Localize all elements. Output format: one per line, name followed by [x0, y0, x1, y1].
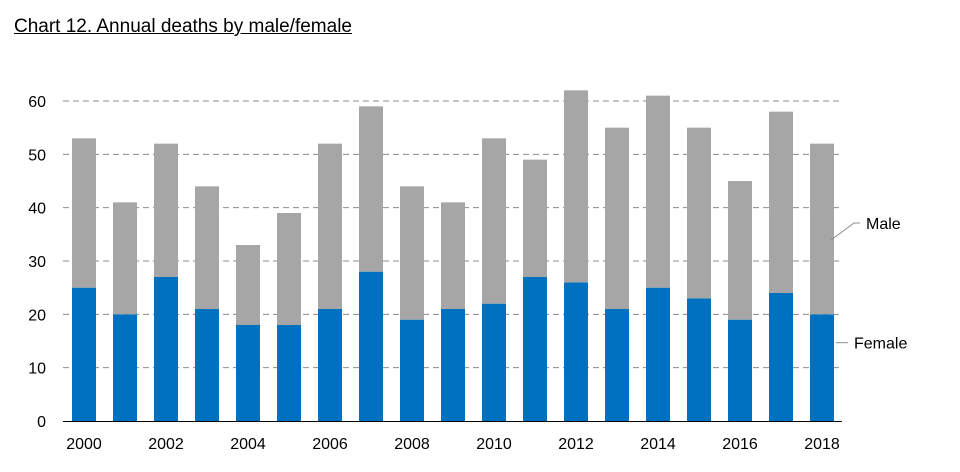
bar-female-2009	[441, 309, 465, 421]
bar-male-2002	[154, 143, 178, 277]
male-leader-line	[830, 222, 860, 241]
bar-female-2011	[523, 277, 547, 421]
axes: 0 10 20 30 40 50 60 2000 2002 2004 2006 2008 2010 201…	[28, 94, 842, 453]
bar-female-2000	[72, 287, 96, 421]
bar-female-2012	[564, 282, 588, 421]
bar-female-2003	[195, 309, 219, 421]
bar-female-2018	[810, 314, 834, 421]
bar-female-2015	[687, 298, 711, 421]
bar-male-2008	[400, 186, 424, 320]
bar-female-2013	[605, 309, 629, 421]
y-tick-label: 30	[28, 254, 46, 271]
bar-male-2004	[236, 245, 260, 325]
bar-female-2008	[400, 319, 424, 421]
bar-male-2018	[810, 143, 834, 315]
bar-female-2010	[482, 303, 506, 421]
bar-female-2001	[113, 314, 137, 421]
bar-female-2007	[359, 271, 383, 421]
bar-male-2014	[646, 95, 670, 288]
bar-male-2005	[277, 213, 301, 325]
y-tick-label: 10	[28, 361, 46, 378]
bar-female-2014	[646, 287, 670, 421]
bar-male-2010	[482, 138, 506, 304]
y-tick-label: 40	[28, 201, 46, 218]
bar-male-2011	[523, 159, 547, 277]
bars	[72, 90, 834, 421]
x-tick-label: 2000	[66, 436, 102, 453]
x-tick-label: 2008	[394, 436, 430, 453]
x-tick-label: 2010	[476, 436, 512, 453]
x-tick-label: 2014	[640, 436, 676, 453]
x-tick-label: 2016	[722, 436, 758, 453]
x-tick-label: 2004	[230, 436, 266, 453]
bar-male-2003	[195, 186, 219, 309]
bar-male-2000	[72, 138, 96, 288]
bar-male-2017	[769, 111, 793, 294]
y-tick-label: 50	[28, 147, 46, 164]
legend: Male Female	[830, 216, 907, 353]
x-tick-label: 2012	[558, 436, 594, 453]
bar-male-2012	[564, 90, 588, 283]
x-tick-label: 2006	[312, 436, 348, 453]
x-tick-label: 2018	[804, 436, 840, 453]
bar-male-2016	[728, 181, 752, 320]
bar-male-2009	[441, 202, 465, 309]
bar-female-2002	[154, 277, 178, 421]
legend-male-label: Male	[866, 216, 901, 233]
x-tick-label: 2002	[148, 436, 184, 453]
bar-female-2004	[236, 325, 260, 421]
chart-title: Chart 12. Annual deaths by male/female	[14, 16, 352, 37]
bar-female-2016	[728, 319, 752, 421]
bar-female-2006	[318, 309, 342, 421]
bar-male-2006	[318, 143, 342, 309]
y-tick-label: 0	[37, 414, 46, 431]
y-tick-label: 20	[28, 307, 46, 324]
legend-female-label: Female	[854, 336, 907, 353]
y-tick-label: 60	[28, 94, 46, 111]
bar-female-2017	[769, 293, 793, 421]
bar-male-2015	[687, 127, 711, 299]
bar-male-2001	[113, 202, 137, 315]
bar-female-2005	[277, 325, 301, 421]
bar-male-2013	[605, 127, 629, 310]
bar-male-2007	[359, 106, 383, 272]
